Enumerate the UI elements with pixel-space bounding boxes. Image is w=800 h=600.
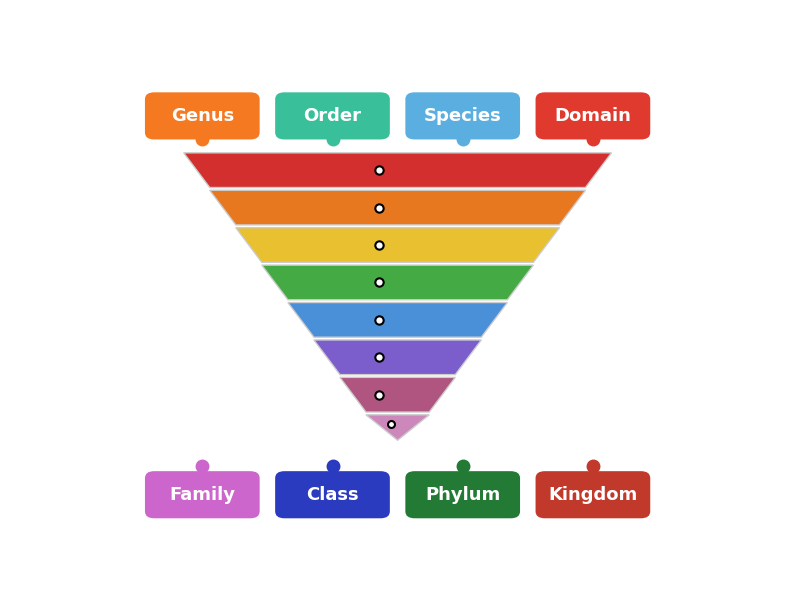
FancyBboxPatch shape [275, 92, 390, 139]
Text: Genus: Genus [170, 107, 234, 125]
FancyBboxPatch shape [145, 92, 260, 139]
Text: Species: Species [424, 107, 502, 125]
FancyBboxPatch shape [275, 471, 390, 518]
Polygon shape [236, 227, 559, 262]
FancyBboxPatch shape [535, 471, 650, 518]
FancyBboxPatch shape [145, 471, 260, 518]
Polygon shape [314, 340, 482, 374]
Polygon shape [366, 415, 430, 440]
Text: Family: Family [170, 486, 235, 504]
Text: Phylum: Phylum [425, 486, 500, 504]
FancyBboxPatch shape [535, 92, 650, 139]
Polygon shape [262, 265, 534, 300]
Text: Kingdom: Kingdom [548, 486, 638, 504]
FancyBboxPatch shape [406, 471, 520, 518]
Text: Class: Class [306, 486, 359, 504]
Text: Order: Order [303, 107, 362, 125]
Polygon shape [340, 377, 455, 412]
FancyBboxPatch shape [406, 92, 520, 139]
Polygon shape [210, 190, 586, 225]
Polygon shape [184, 153, 611, 187]
Text: Domain: Domain [554, 107, 631, 125]
Polygon shape [288, 302, 507, 337]
